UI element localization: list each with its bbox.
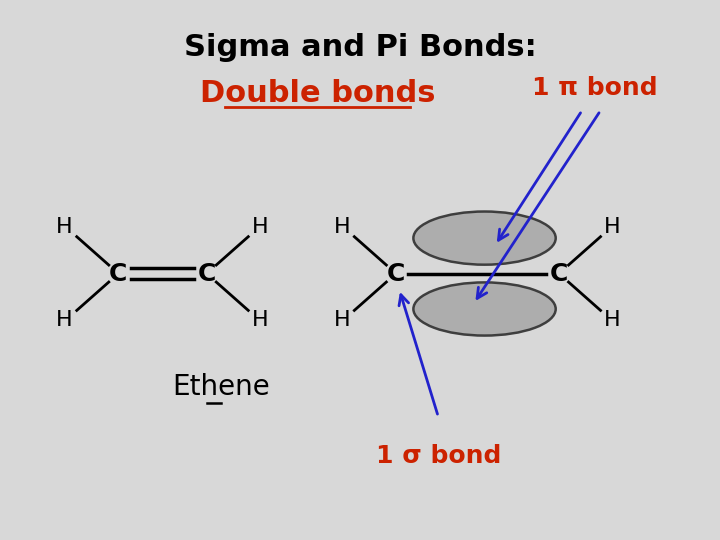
Text: 1 σ bond: 1 σ bond xyxy=(376,444,501,468)
Ellipse shape xyxy=(413,212,556,265)
Text: C: C xyxy=(198,261,216,286)
Text: Ethene: Ethene xyxy=(172,373,270,401)
Text: H: H xyxy=(252,309,269,329)
Text: C: C xyxy=(109,261,127,286)
Text: H: H xyxy=(334,309,351,329)
Text: Double bonds: Double bonds xyxy=(199,79,435,107)
Ellipse shape xyxy=(413,282,556,335)
Text: C: C xyxy=(387,261,405,286)
Text: Sigma and Pi Bonds:: Sigma and Pi Bonds: xyxy=(184,32,536,62)
Text: H: H xyxy=(604,218,621,238)
Text: H: H xyxy=(56,218,73,238)
Text: H: H xyxy=(334,218,351,238)
Text: 1 π bond: 1 π bond xyxy=(532,76,657,100)
Text: H: H xyxy=(56,309,73,329)
Text: H: H xyxy=(604,309,621,329)
Text: C: C xyxy=(550,261,569,286)
Text: H: H xyxy=(252,218,269,238)
